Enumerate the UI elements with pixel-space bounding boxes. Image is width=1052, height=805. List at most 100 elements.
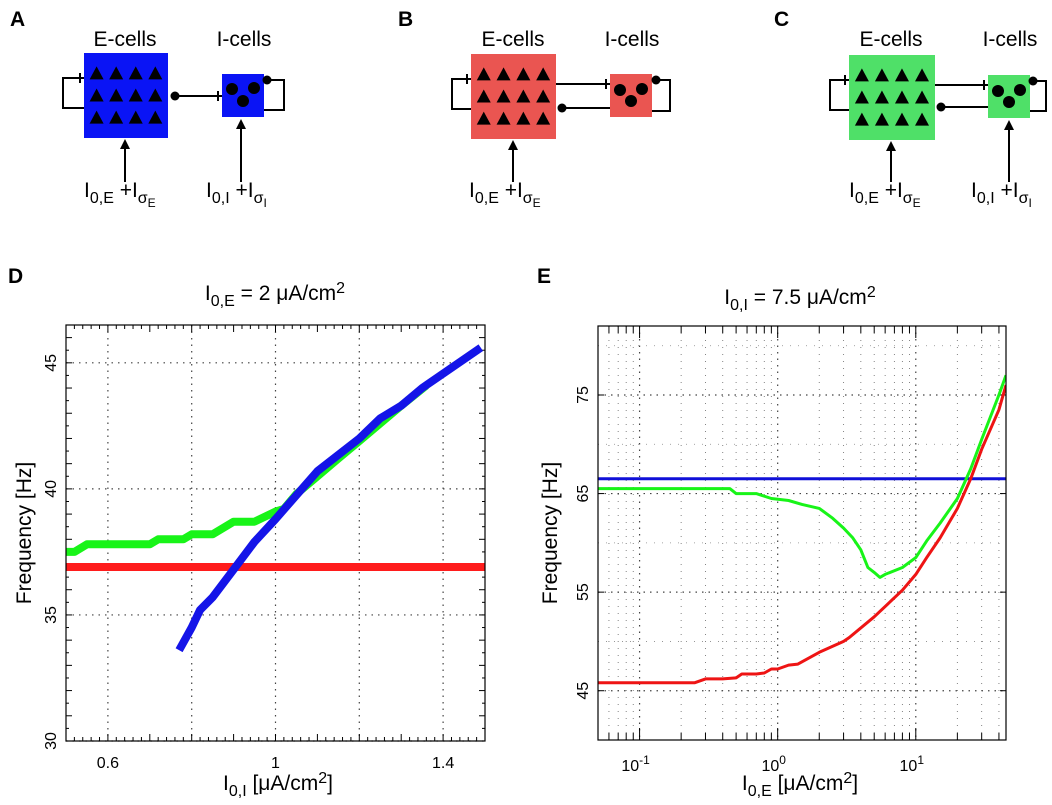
e-cell-triangle [915,112,930,126]
e-cell-triangle [874,90,889,104]
chart-e-frame [597,325,1007,741]
e-cell-triangle [536,111,551,125]
inhibitory-synapse-dot [936,102,946,112]
x-tick-label: 1.4 [432,755,454,772]
e-cell-triangle [536,67,551,81]
e-cell-triangle [496,67,511,81]
y-tick-label: 45 [575,682,592,700]
chart-e-y-axis-label: Frequency [Hz] [539,462,562,604]
series-line-2 [598,384,1006,685]
e-recurrent-connection [62,77,84,109]
e-cell-triangle [516,67,531,81]
e-cell-triangle [915,90,930,104]
e-cells-label: E-cells [481,28,544,51]
chart-d-x-tick-labels: 0.6 1 1.4 [97,755,455,772]
e-input-label: I0,E +IσE [84,179,156,210]
chart-e-x-tick-labels: 10-1 100 101 [621,753,924,775]
x-tick-label: 0.6 [97,755,119,772]
e-cell-triangle [874,68,889,82]
chart-d-y-axis-label: Frequency [Hz] [13,462,36,604]
chart-e-title: I0,I = 7.5 μA/cm2 [724,284,876,314]
e-cells-triangles [89,66,163,124]
panel-e: E I0,I = 7.5 μA/cm2 10-1 100 101 45556575 … [537,265,1007,800]
e-input-arrowhead [508,140,518,150]
e-cell-triangle [476,67,491,81]
y-tick-label: 30 [43,732,60,750]
e-cell-triangle [874,112,889,126]
y-tick-label: 35 [43,606,60,624]
i-cells-label: I-cells [983,28,1038,51]
y-tick-label: 45 [43,354,60,372]
i-input-arrowhead [1004,120,1014,130]
chart-d-series [66,344,485,653]
series-line-1 [598,374,1006,579]
y-tick-label: 65 [575,485,592,503]
e-input-label: I0,E +IσE [469,179,541,210]
e-cell-triangle [476,89,491,103]
e-cell-triangle [894,68,909,82]
e-cell-triangle [128,66,143,80]
i-recurrent-connection [652,79,671,112]
panel-a: A E-cells I-cells I0,E +IσE I0,I +IσI [10,8,285,210]
e-cell-triangle [109,66,124,80]
series-line-1 [66,382,429,556]
inhibitory-synapse-dot [170,91,180,101]
e-input-arrowhead [120,139,130,149]
chart-e-minor-ticks [597,326,1006,740]
i-recurrent-dot [651,75,661,85]
e-cell-triangle [148,110,163,124]
chart-e-series [598,374,1006,685]
e-cell-triangle [109,88,124,102]
e-recurrent-connection [451,78,471,110]
panel-d: D I0,E = 2 μA/cm2 0.6 1 1.4 30 35 40 45 I0,I … [8,265,486,800]
series-line-2 [175,344,484,653]
panel-b: B E-cells I-cells I0,E +IσE [398,8,671,210]
panel-c: C E-cells I-cells I0,E +IσE I0,I +IσI [774,8,1047,210]
i-input-label: I0,I +IσI [206,179,267,210]
x-tick-label: 10-1 [621,753,650,775]
i-cells-label: I-cells [605,28,660,51]
panel-label-d: D [8,265,23,288]
i-recurrent-dot [262,75,272,85]
i-recurrent-dot [1028,76,1038,86]
x-tick-label: 101 [900,753,925,775]
e-cell-triangle [109,110,124,124]
x-tick-label: 100 [761,753,786,775]
i-cells-circles [992,84,1026,108]
x-tick-label: 1 [271,755,280,772]
chart-d-title: I0,E = 2 μA/cm2 [205,280,345,310]
y-tick-label: 75 [575,386,592,404]
inhibitory-synapse-dot [557,103,567,113]
chart-d-x-axis-label: I0,I [μA/cm2] [223,770,333,800]
e-cells-triangles [854,68,930,126]
e-recurrent-connection [829,79,849,111]
e-cell-triangle [516,111,531,125]
panel-label-b: B [398,8,413,31]
chart-e-x-axis-label: I0,E [μA/cm2] [742,770,858,800]
e-cell-triangle [148,66,163,80]
e-cell-triangle [915,68,930,82]
y-tick-label: 55 [575,583,592,601]
e-cell-triangle [128,88,143,102]
e-cells-triangles [476,67,551,125]
e-cell-triangle [476,111,491,125]
e-cell-triangle [854,112,869,126]
i-input-arrowhead [236,119,246,129]
e-cell-triangle [148,88,163,102]
panel-label-c: C [774,8,789,31]
i-cells-label: I-cells [217,28,272,51]
e-cells-label: E-cells [93,28,156,51]
chart-e-y-tick-labels: 45 55 65 75 [575,386,592,700]
e-cells-label: E-cells [859,28,922,51]
chart-e-grid [597,326,1006,741]
i-cells-circles [226,82,260,107]
e-cell-triangle [496,111,511,125]
chart-d-y-tick-labels: 30 35 40 45 [43,354,60,750]
e-cell-triangle [128,110,143,124]
e-input-label: I0,E +IσE [849,179,921,210]
e-cell-triangle [854,68,869,82]
e-cell-triangle [894,112,909,126]
e-cell-triangle [496,89,511,103]
panel-label-e: E [537,265,551,288]
